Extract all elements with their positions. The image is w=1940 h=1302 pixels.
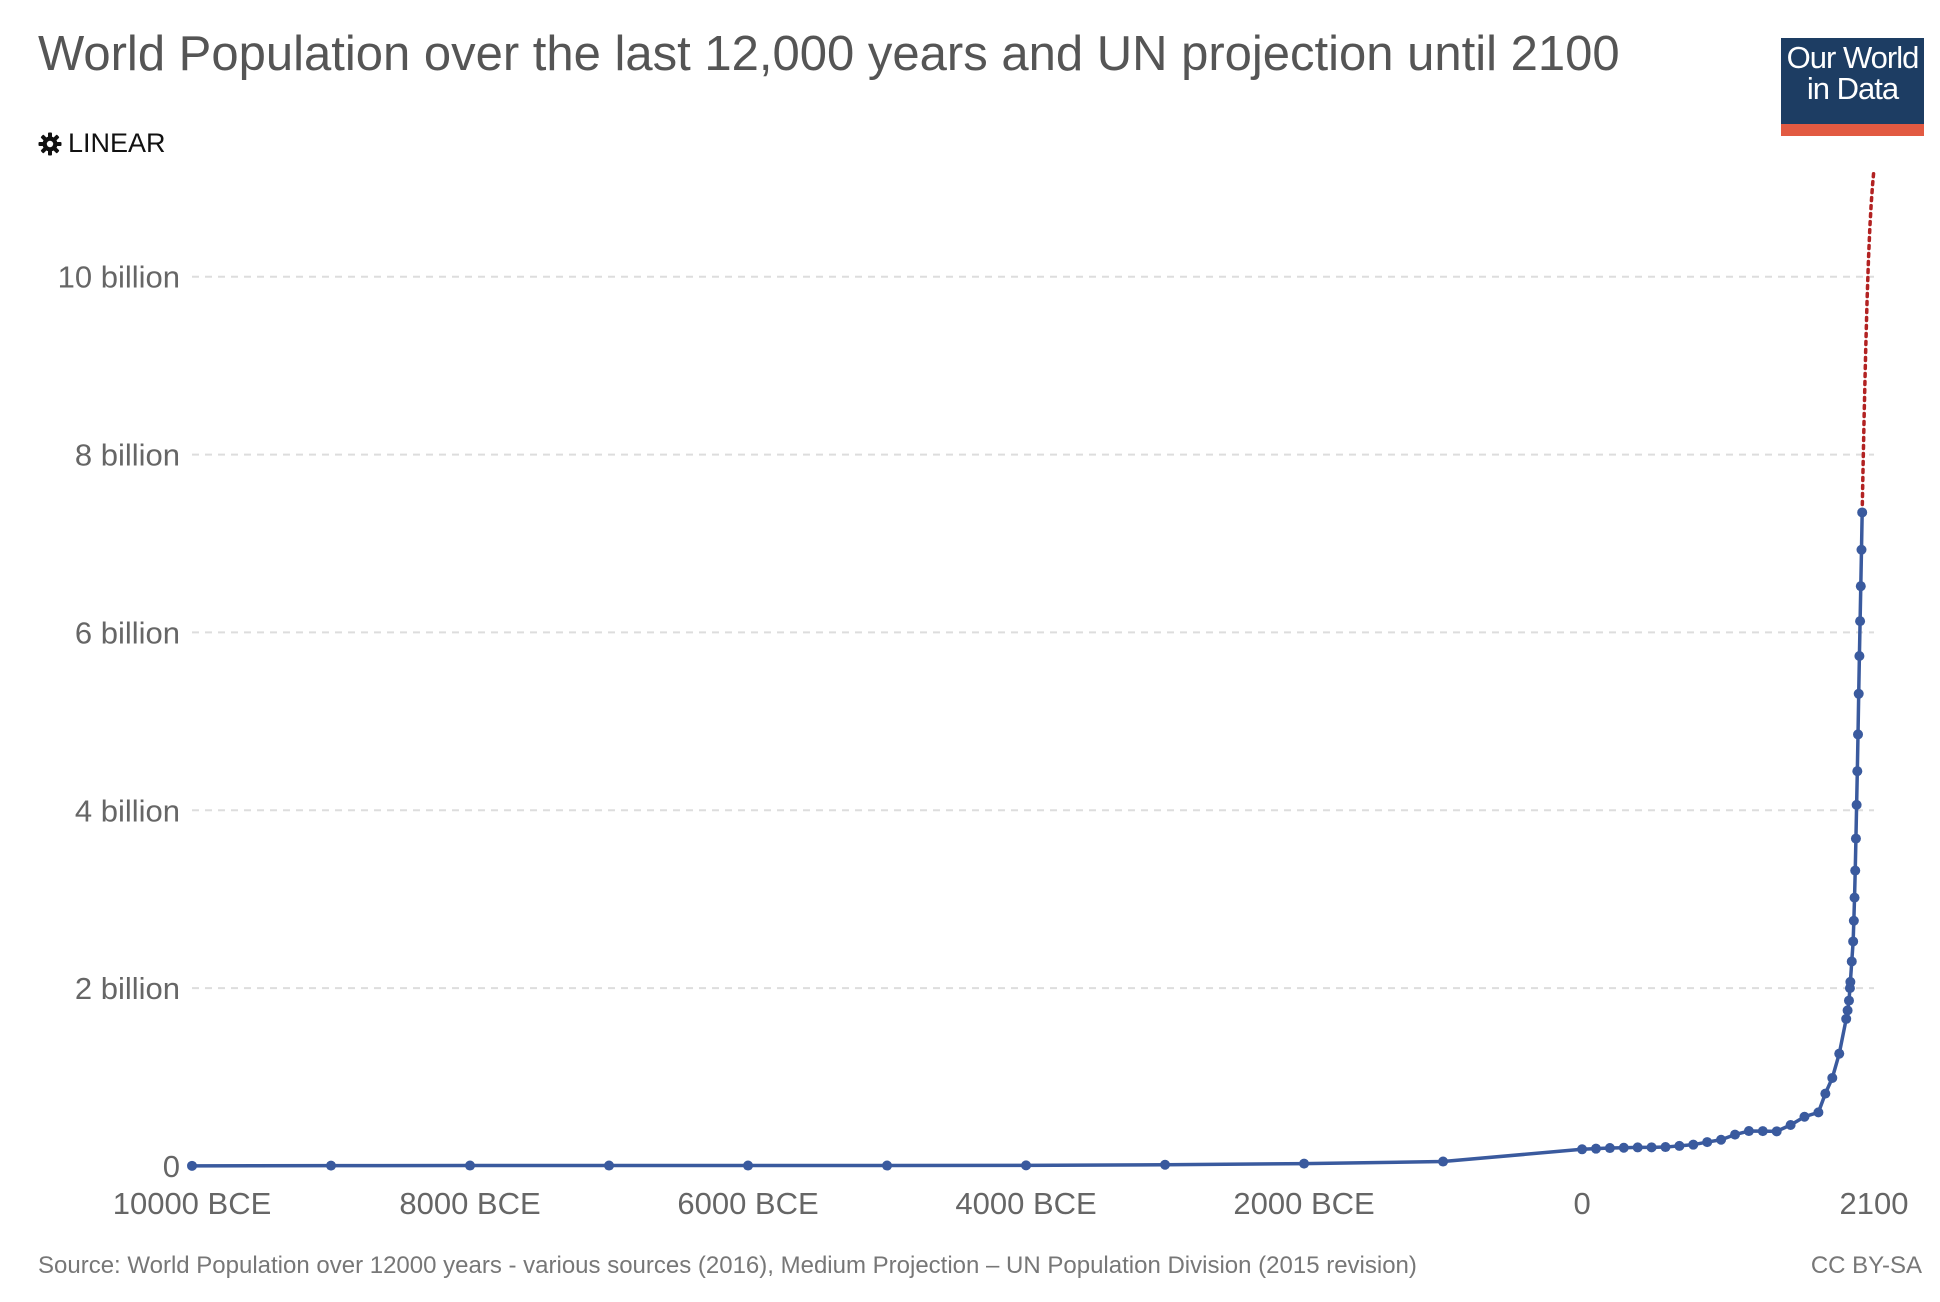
historical-data-point[interactable] <box>1855 581 1866 592</box>
historical-data-point[interactable] <box>1845 976 1856 987</box>
source-note: Source: World Population over 12000 year… <box>38 1252 1417 1279</box>
x-tick-label: 0 <box>1573 1186 1590 1221</box>
historical-data-point[interactable] <box>1855 616 1866 627</box>
historical-data-point[interactable] <box>1674 1140 1685 1151</box>
scale-toggle-button[interactable]: LINEAR <box>38 128 166 159</box>
historical-data-point[interactable] <box>1856 544 1867 555</box>
historical-data-point[interactable] <box>1021 1160 1032 1171</box>
historical-data-point[interactable] <box>1660 1142 1671 1153</box>
historical-data-point[interactable] <box>1785 1120 1796 1131</box>
projection-series-line <box>1860 167 1876 515</box>
historical-data-point[interactable] <box>1688 1139 1699 1150</box>
x-tick-label: 4000 BCE <box>955 1186 1096 1221</box>
license-link[interactable]: CC BY-SA <box>1810 1252 1922 1279</box>
historical-data-point[interactable] <box>1577 1144 1588 1155</box>
historical-data-point[interactable] <box>1618 1142 1629 1153</box>
historical-data-point[interactable] <box>1438 1156 1449 1167</box>
historical-data-point[interactable] <box>1771 1126 1782 1137</box>
logo-line-2: in Data <box>1806 71 1899 106</box>
historical-data-point[interactable] <box>604 1160 615 1171</box>
historical-data-point[interactable] <box>1846 956 1857 967</box>
logo-line-1: Our World <box>1786 40 1920 75</box>
series-markers <box>187 507 1868 1171</box>
y-tick-label: 2 billion <box>75 971 180 1006</box>
y-tick-label: 6 billion <box>75 615 180 650</box>
x-axis-tick-labels: 10000 BCE 8000 BCE 6000 BCE 4000 BCE 2000 BC… <box>113 1186 1909 1221</box>
historical-data-point[interactable] <box>1827 1072 1838 1083</box>
historical-data-point[interactable] <box>1854 650 1865 661</box>
historical-data-point[interactable] <box>1848 915 1859 926</box>
gear-icon <box>38 132 62 156</box>
grid-lines <box>192 275 1874 990</box>
historical-data-point[interactable] <box>187 1160 197 1171</box>
y-tick-label: 4 billion <box>75 793 180 828</box>
historical-data-point[interactable] <box>326 1160 337 1171</box>
historical-data-point[interactable] <box>1848 936 1859 947</box>
historical-data-point[interactable] <box>1850 865 1861 876</box>
historical-data-point[interactable] <box>1743 1126 1754 1137</box>
series-lines <box>191 167 1876 1168</box>
x-tick-label: 6000 BCE <box>677 1186 818 1221</box>
y-tick-label: 0 <box>163 1149 180 1184</box>
owid-logo[interactable]: Our World in Data <box>1781 38 1924 136</box>
historical-data-point[interactable] <box>1590 1143 1601 1154</box>
historical-data-point[interactable] <box>1757 1126 1768 1137</box>
x-tick-label: 10000 BCE <box>113 1186 272 1221</box>
historical-data-point[interactable] <box>1729 1129 1740 1140</box>
logo-accent-bar <box>1781 124 1924 136</box>
historical-data-point[interactable] <box>1850 833 1861 844</box>
historical-data-point[interactable] <box>1851 799 1862 810</box>
chart-title: World Population over the last 12,000 ye… <box>38 27 1620 81</box>
historical-data-point[interactable] <box>1160 1159 1171 1170</box>
scale-label: LINEAR <box>68 128 166 158</box>
historical-data-point[interactable] <box>1702 1137 1713 1148</box>
historical-data-point[interactable] <box>1799 1111 1810 1122</box>
historical-data-point[interactable] <box>1843 995 1854 1006</box>
historical-data-point[interactable] <box>1834 1048 1845 1059</box>
historical-data-point[interactable] <box>1820 1088 1831 1099</box>
historical-data-point[interactable] <box>1604 1143 1615 1154</box>
y-tick-label: 10 billion <box>58 260 180 295</box>
historical-data-point[interactable] <box>1813 1107 1824 1118</box>
historical-data-point[interactable] <box>465 1160 476 1171</box>
historical-data-point[interactable] <box>1853 729 1864 740</box>
historical-series-line <box>191 512 1864 1168</box>
x-tick-label: 8000 BCE <box>399 1186 540 1221</box>
historical-data-point[interactable] <box>1632 1142 1643 1153</box>
historical-data-point[interactable] <box>1857 507 1868 518</box>
historical-data-point[interactable] <box>743 1160 754 1171</box>
historical-data-point[interactable] <box>882 1160 893 1171</box>
historical-data-point[interactable] <box>1842 1005 1853 1016</box>
historical-data-point[interactable] <box>1852 766 1863 777</box>
historical-data-point[interactable] <box>1299 1158 1310 1169</box>
x-tick-label: 2000 BCE <box>1233 1186 1374 1221</box>
y-axis-tick-labels: 0 2 billion 4 billion 6 billion 8 billion 10 … <box>58 260 180 1184</box>
historical-data-point[interactable] <box>1841 1013 1852 1024</box>
historical-data-point[interactable] <box>1853 688 1864 699</box>
historical-data-point[interactable] <box>1716 1134 1727 1145</box>
historical-data-point[interactable] <box>1646 1142 1657 1153</box>
y-tick-label: 8 billion <box>75 438 180 473</box>
historical-data-point[interactable] <box>1849 892 1860 903</box>
x-tick-label: 2100 <box>1840 1186 1909 1221</box>
